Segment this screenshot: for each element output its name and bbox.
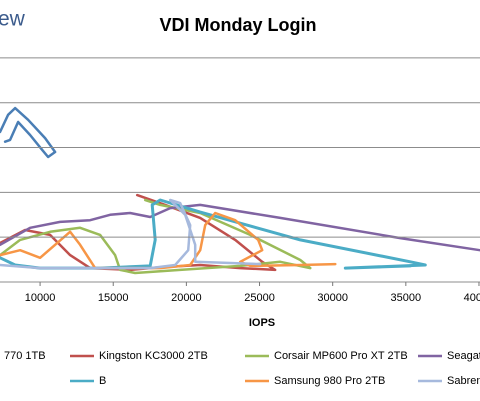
x-tick-label: 10000 xyxy=(25,292,56,304)
legend-label: Corsair MP600 Pro XT 2TB xyxy=(274,350,408,362)
legend-label: Kingston KC3000 2TB xyxy=(99,350,208,362)
chart-title: VDI Monday Login xyxy=(160,15,317,35)
series-line xyxy=(0,198,262,270)
series-line xyxy=(0,198,427,270)
x-tick-label: 15000 xyxy=(98,292,129,304)
series-line xyxy=(0,211,337,270)
x-tick-label: 35000 xyxy=(391,292,422,304)
series-line xyxy=(0,193,277,272)
series-line xyxy=(0,203,480,252)
legend-label: Samsung 980 Pro 2TB xyxy=(274,375,385,387)
legend-label: B xyxy=(99,375,106,387)
legend-label: Seagat xyxy=(447,350,480,362)
x-tick-label: 25000 xyxy=(244,292,275,304)
plot-area xyxy=(0,106,480,275)
x-axis-label: IOPS xyxy=(249,317,275,329)
x-tick-label: 20000 xyxy=(171,292,202,304)
series-line xyxy=(0,106,57,159)
x-tick-label: 40000 xyxy=(464,292,480,304)
series-line xyxy=(0,198,312,275)
legend-label: 770 1TB xyxy=(4,350,46,362)
legend-label: Sabrent Rocket 4 Plus 2TB xyxy=(447,375,480,387)
brand: ew xyxy=(0,8,26,31)
x-tick-label: 30000 xyxy=(317,292,348,304)
